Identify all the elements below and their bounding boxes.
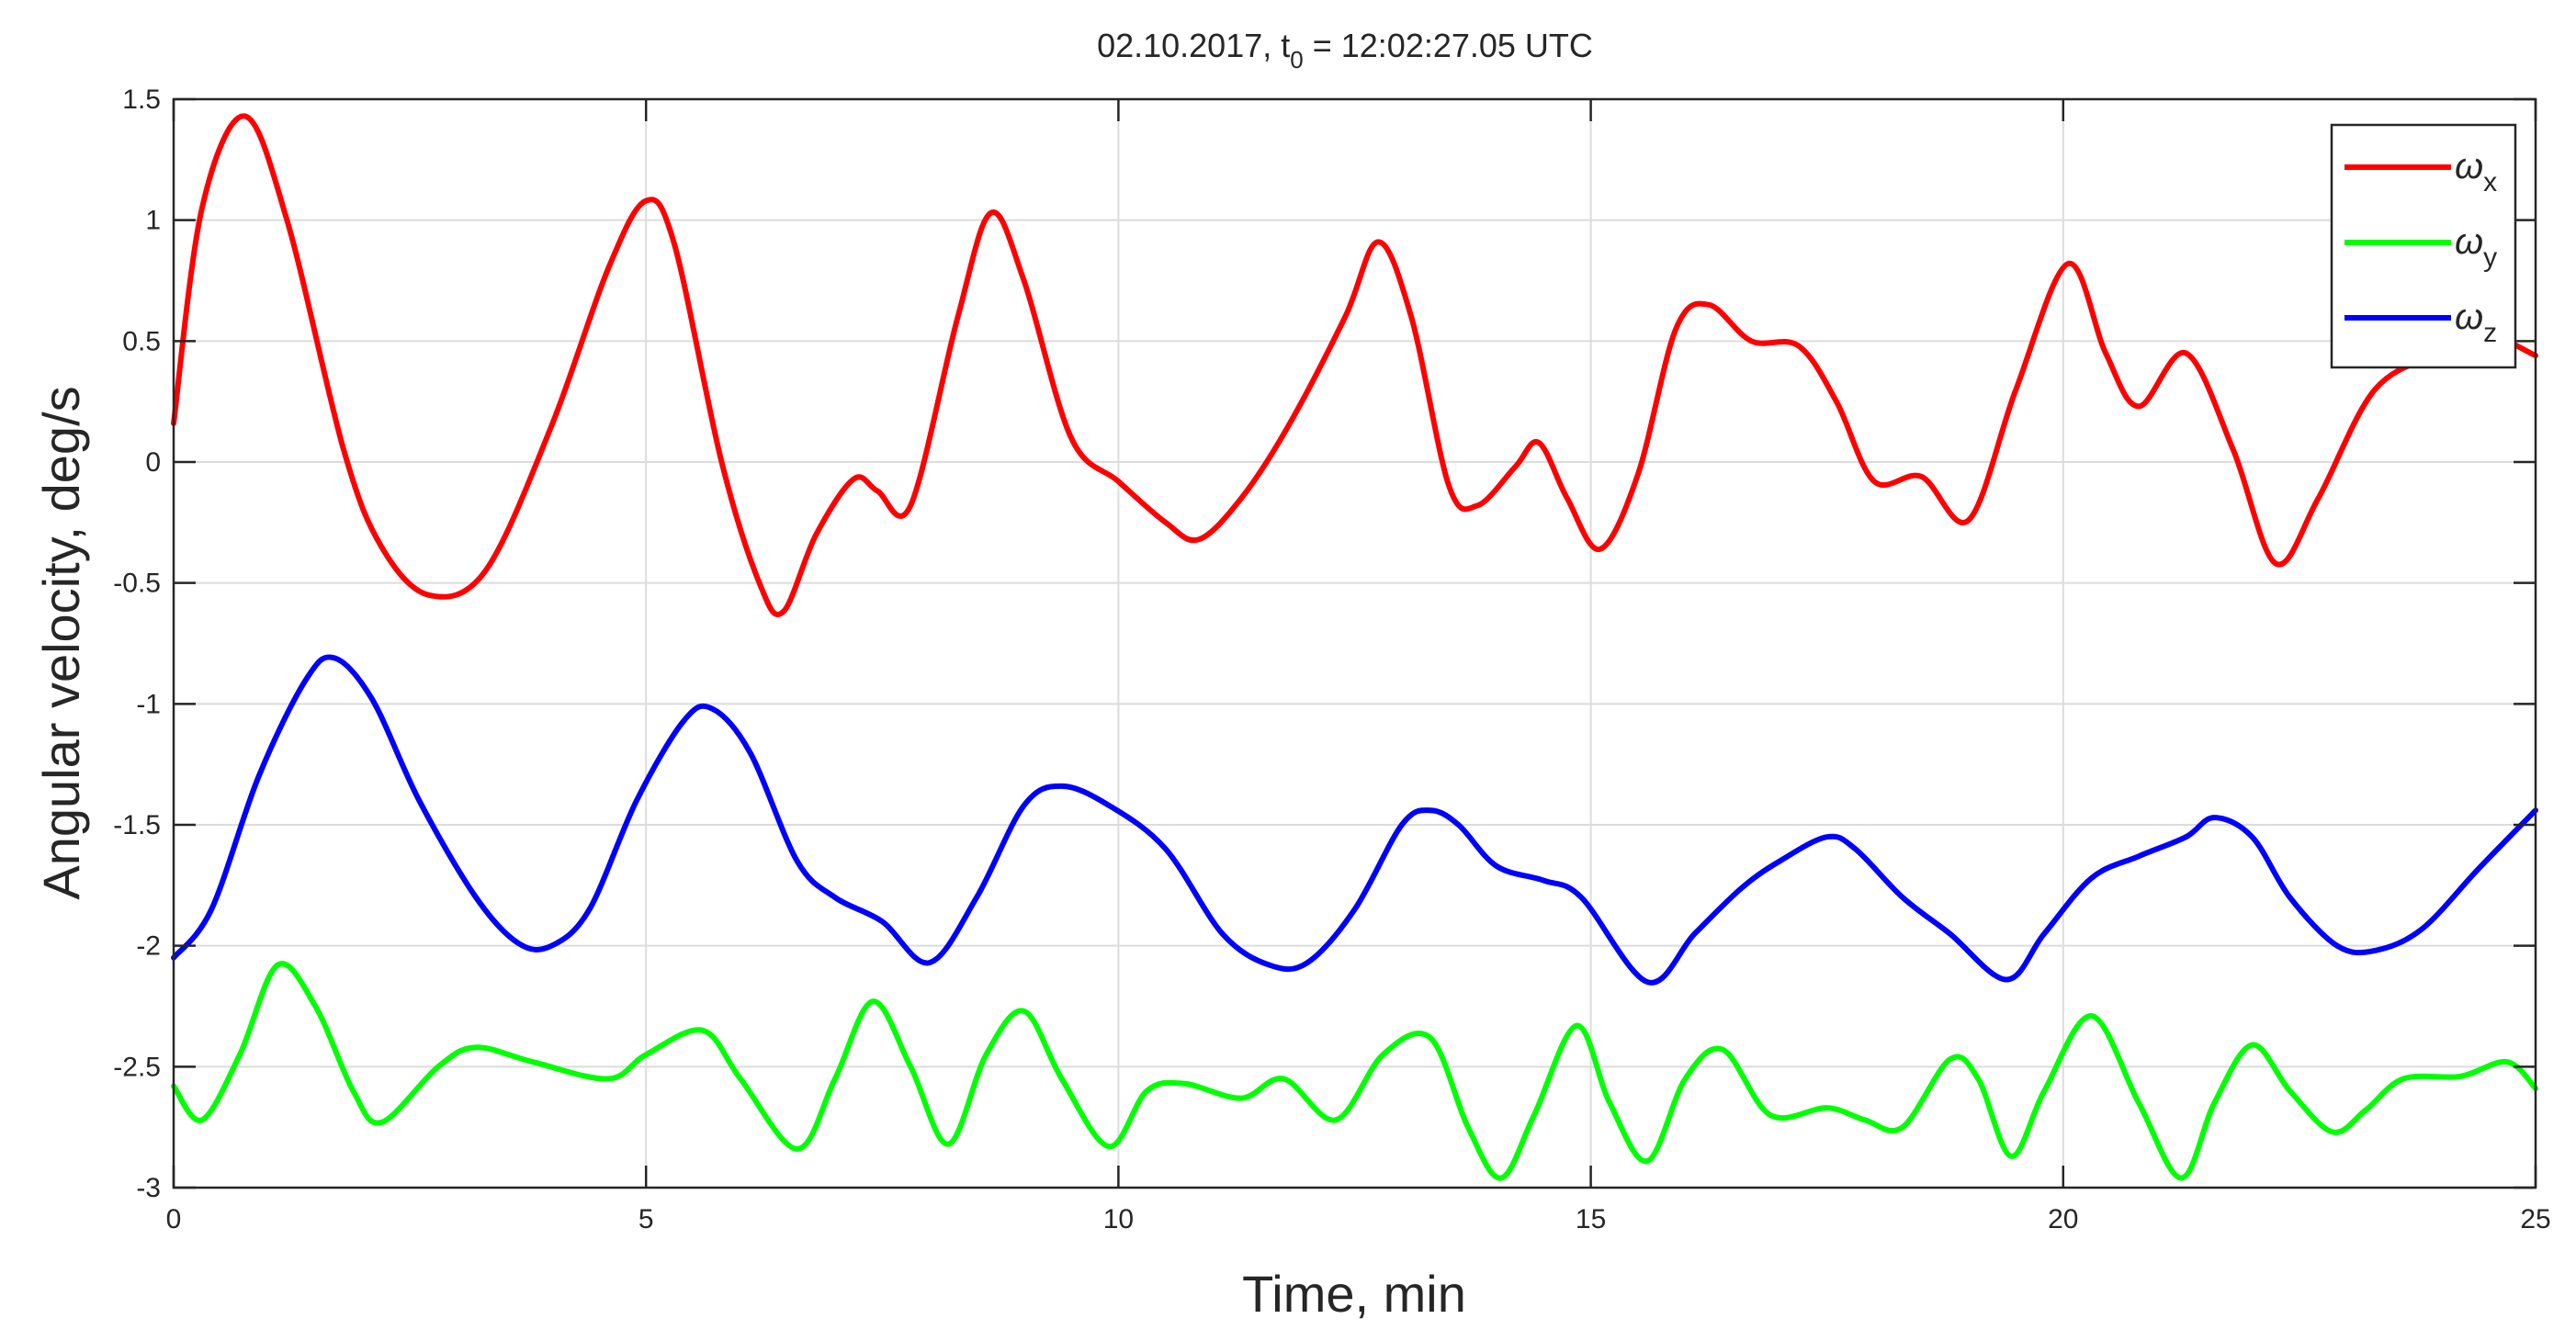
y-tick-labels: -3 -2.5 -2 -1.5 -1 -0.5 0 0.5 1 1.5 [113,85,161,1203]
y-tick-label: 0.5 [122,326,161,356]
x-tick-label: 10 [1103,1204,1134,1234]
series-lines [171,113,2538,1181]
x-tick-label: 0 [166,1204,182,1234]
x-tick-label: 5 [638,1204,654,1234]
series-line-omega-y [171,961,2538,1181]
chart-title-subscript: 0 [1290,46,1303,73]
y-tick-label: -2 [136,931,161,962]
legend-symbol: ω [2455,146,2483,186]
y-tick-label: -3 [136,1173,161,1203]
legend-label-omega-x: ωx [2455,146,2497,197]
legend-label-omega-y: ωy [2455,221,2497,273]
chart-title: 02.10.2017, t0 = 12:02:27.05 UTC [1097,27,1593,73]
grid [174,99,2536,1188]
legend-subscript: y [2483,242,2497,273]
y-tick-label: 1.5 [122,85,161,115]
y-tick-label: 0 [145,447,161,478]
y-tick-label: 1 [145,206,161,236]
y-axis-label: Angular velocity, deg/s [32,386,90,899]
x-tick-label: 20 [2048,1204,2078,1234]
y-tick-label: -1 [136,689,161,719]
series-line-omega-x [171,113,2538,617]
series-line-omega-z [171,654,2538,986]
chart-title-date: 02.10.2017, t [1097,27,1290,64]
legend-subscript: x [2483,167,2497,197]
plot-frame [172,97,2537,1189]
chart-title-time: = 12:02:27.05 UTC [1304,27,1593,64]
legend-label-omega-z: ωz [2455,297,2497,348]
legend-symbol: ω [2455,297,2483,337]
x-tick-labels: 0 5 10 15 20 25 [166,1204,2551,1234]
x-axis-label: Time, min [1242,1265,1466,1323]
legend-symbol: ω [2455,221,2483,262]
y-tick-label: -2.5 [113,1052,161,1082]
x-tick-label: 15 [1576,1204,1606,1234]
y-tick-label: -1.5 [113,810,161,840]
y-tick-label: -0.5 [113,569,161,599]
axis-ticks [172,97,2537,1189]
legend-subscript: z [2483,318,2497,348]
x-tick-label: 25 [2520,1204,2550,1234]
